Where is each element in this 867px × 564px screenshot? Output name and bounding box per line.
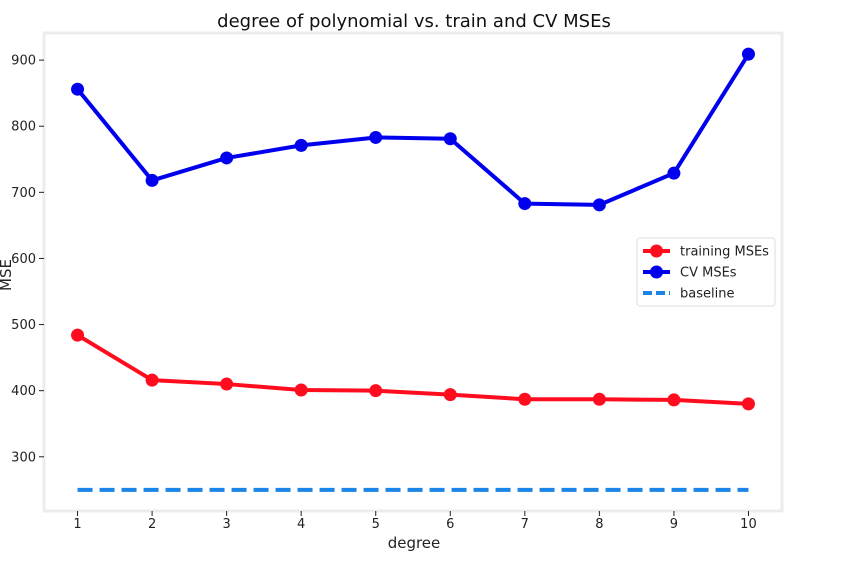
data-point-cv-mses: [592, 198, 606, 212]
x-tick-label: 3: [222, 517, 230, 532]
data-point-cv-mses: [71, 82, 85, 96]
data-point-cv-mses: [294, 138, 308, 152]
data-point-cv-mses: [667, 166, 681, 180]
y-tick-label: 900: [11, 54, 36, 69]
y-tick-label: 800: [11, 120, 36, 135]
legend-label: training MSEs: [680, 245, 769, 260]
series-cv-mses: [71, 47, 755, 212]
x-tick-label: 9: [670, 517, 678, 532]
y-axis-ticks: 300 400 500 600 700 800 900: [11, 54, 44, 465]
data-point-cv-mses: [741, 47, 755, 61]
x-tick-label: 4: [297, 517, 305, 532]
legend-marker: [650, 244, 663, 258]
x-axis-label: degree: [388, 534, 441, 552]
x-tick-label: 2: [148, 517, 156, 532]
legend-item-baseline: baseline: [643, 287, 734, 302]
data-point-cv-mses: [443, 132, 457, 146]
data-point-training-mses: [667, 393, 681, 407]
series-line-training-mses: [76, 333, 749, 406]
data-point-cv-mses: [369, 130, 383, 144]
legend-label: CV MSEs: [680, 266, 737, 281]
x-axis-ticks: 1 2 3 4 5 6 7 8 9 10: [73, 511, 757, 532]
data-point-training-mses: [71, 328, 85, 342]
series-line-cv-mses: [75, 53, 751, 207]
legend-marker: [650, 265, 663, 279]
data-point-training-mses: [443, 388, 457, 402]
series-training-mses: [71, 328, 755, 411]
data-point-training-mses: [592, 392, 606, 406]
legend: training MSEs CV MSEs baseline: [636, 237, 776, 307]
data-point-training-mses: [145, 373, 159, 387]
data-point-training-mses: [518, 392, 532, 406]
x-tick-label: 6: [446, 517, 454, 532]
y-tick-label: 700: [11, 186, 36, 201]
chart-title: degree of polynomial vs. train and CV MS…: [217, 11, 611, 32]
legend-label: baseline: [680, 287, 734, 302]
y-tick-label: 500: [11, 318, 36, 333]
y-tick-label: 400: [11, 384, 36, 399]
series-layer: [71, 47, 755, 492]
x-tick-label: 10: [740, 517, 757, 532]
x-tick-label: 5: [372, 517, 380, 532]
y-tick-label: 300: [11, 450, 36, 465]
data-point-cv-mses: [220, 151, 234, 165]
y-tick-label: 600: [11, 252, 36, 267]
data-point-training-mses: [741, 397, 755, 411]
legend-item-training-mses: training MSEs: [643, 244, 769, 260]
data-point-training-mses: [369, 384, 383, 398]
x-tick-label: 7: [521, 517, 529, 532]
data-point-cv-mses: [145, 173, 159, 187]
x-tick-label: 1: [73, 517, 81, 532]
x-tick-label: 8: [595, 517, 603, 532]
legend-box: [636, 237, 776, 307]
data-point-training-mses: [220, 377, 234, 391]
data-point-cv-mses: [518, 197, 532, 211]
y-axis-label: MSE: [0, 259, 15, 291]
legend-item-cv-mses: CV MSEs: [643, 265, 737, 281]
data-point-training-mses: [294, 383, 308, 397]
